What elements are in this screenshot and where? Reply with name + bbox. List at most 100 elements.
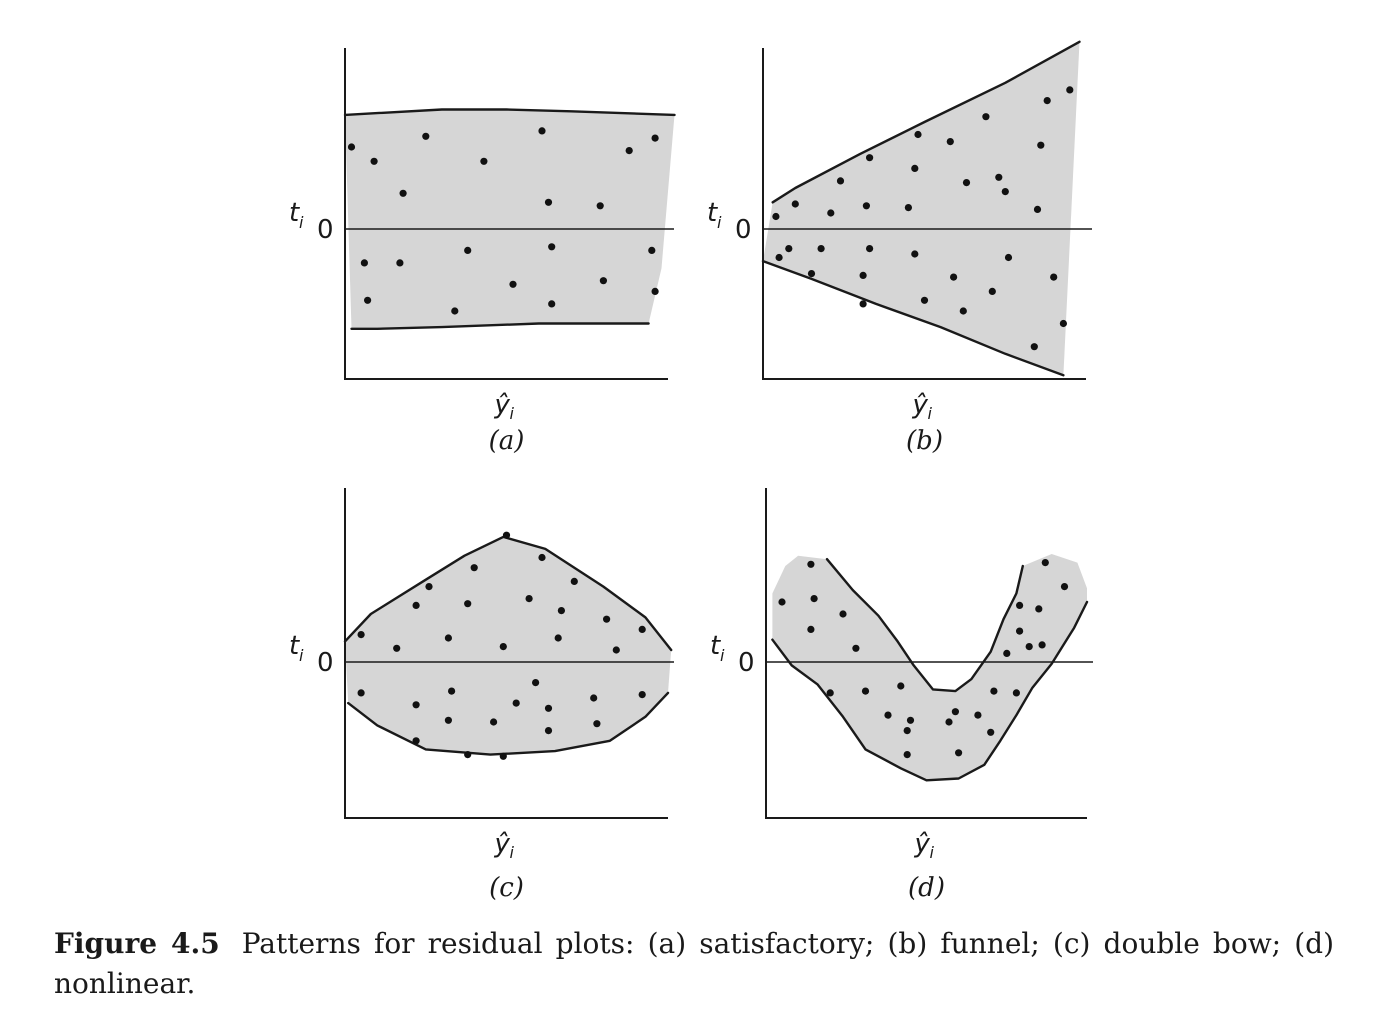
zero-tick-label: 0 [317,215,334,245]
band-upper-edge-b [771,40,1081,204]
data-point [785,245,793,253]
data-point [525,595,533,603]
panel-label-b: (b) [906,426,943,456]
data-point [464,600,472,608]
zero-tick-label: 0 [738,648,755,678]
y-axis-label: t [710,631,721,661]
axes-d [765,488,1087,819]
x-axis-label-subscript: i [510,404,515,423]
data-point [412,737,420,745]
data-point [1037,141,1045,149]
data-point [791,200,799,208]
data-point [1001,188,1009,196]
data-point [911,250,919,258]
y-axis-label-subscript: i [720,646,725,665]
data-point [548,243,556,251]
y-axis-label-subscript: i [299,213,304,232]
data-point [396,259,404,267]
data-point [1038,641,1046,649]
band-lower-edge-b [761,259,1065,377]
data-point [532,679,540,687]
data-point [1016,601,1024,610]
y-axis-label: t [289,198,300,228]
data-point [836,177,845,185]
y-axis-label-subscript: i [299,646,304,665]
data-point [651,287,659,295]
data-point [1043,97,1051,105]
data-point [464,751,472,759]
data-point [1060,583,1069,591]
residual-band-c [345,536,672,755]
data-point [651,134,659,142]
data-point [638,691,646,699]
data-point [347,143,356,151]
data-point [995,173,1003,181]
data-point [1066,86,1074,94]
data-point [612,646,620,654]
data-point [951,708,960,716]
figure-caption: Figure 4.5 Patterns for residual plots: (… [54,924,1334,1004]
data-point [490,718,498,726]
data-point [1004,253,1013,262]
residual-band-b [763,41,1080,376]
data-point [412,601,420,610]
band-upper-edge-c [343,535,673,652]
residual-band-d [772,554,1087,781]
data-point [990,687,998,695]
data-point [950,273,958,281]
data-point [1025,643,1033,651]
data-point [987,728,995,736]
data-point [554,634,562,642]
data-point [946,138,954,146]
data-point [839,610,847,618]
data-point [817,245,825,253]
data-point [422,132,430,140]
data-point [1033,205,1042,213]
data-point [625,147,633,155]
data-point [364,296,372,304]
data-point [544,727,553,735]
data-point [360,259,368,267]
data-point [444,716,452,724]
data-point [906,716,915,724]
x-axis-label-subscript: i [928,404,933,423]
data-point [955,749,963,757]
data-point [648,246,656,254]
data-point [807,560,815,568]
data-point [596,202,604,210]
data-point [810,595,818,603]
data-point [861,687,870,695]
data-point [399,189,407,197]
data-point [778,598,786,606]
band-upper-edge-d [825,558,1024,693]
data-point [859,271,867,279]
data-point [570,577,578,586]
data-point [464,246,472,254]
data-point [920,296,929,304]
data-point [827,209,835,217]
data-point [499,643,507,651]
data-point [1059,319,1067,328]
panel-a: t i 0ŷ i(a) [289,48,676,456]
data-point [590,694,598,702]
panel-label-d: (d) [908,873,945,903]
residual-plots-figure: t i 0ŷ i(a) t i 0ŷ i(b) t i 0ŷ i(c) t i 0ŷ i(d) [289,40,1093,903]
panel-b: t i 0ŷ i(b) [707,40,1092,456]
zero-tick-label: 0 [317,648,334,678]
data-point [499,752,507,760]
data-point [538,127,546,135]
data-point [807,270,816,278]
x-axis-label-subscript: i [930,843,935,862]
data-point [412,701,420,709]
x-axis-label: ŷ [494,390,511,420]
data-point [603,615,611,623]
data-point [866,154,874,162]
data-point [982,113,990,121]
data-point [444,634,452,642]
y-axis-label-subscript: i [717,213,722,232]
data-point [775,253,783,262]
data-point [544,198,553,206]
data-point [557,607,566,615]
data-point [470,564,478,572]
data-point [512,699,520,707]
